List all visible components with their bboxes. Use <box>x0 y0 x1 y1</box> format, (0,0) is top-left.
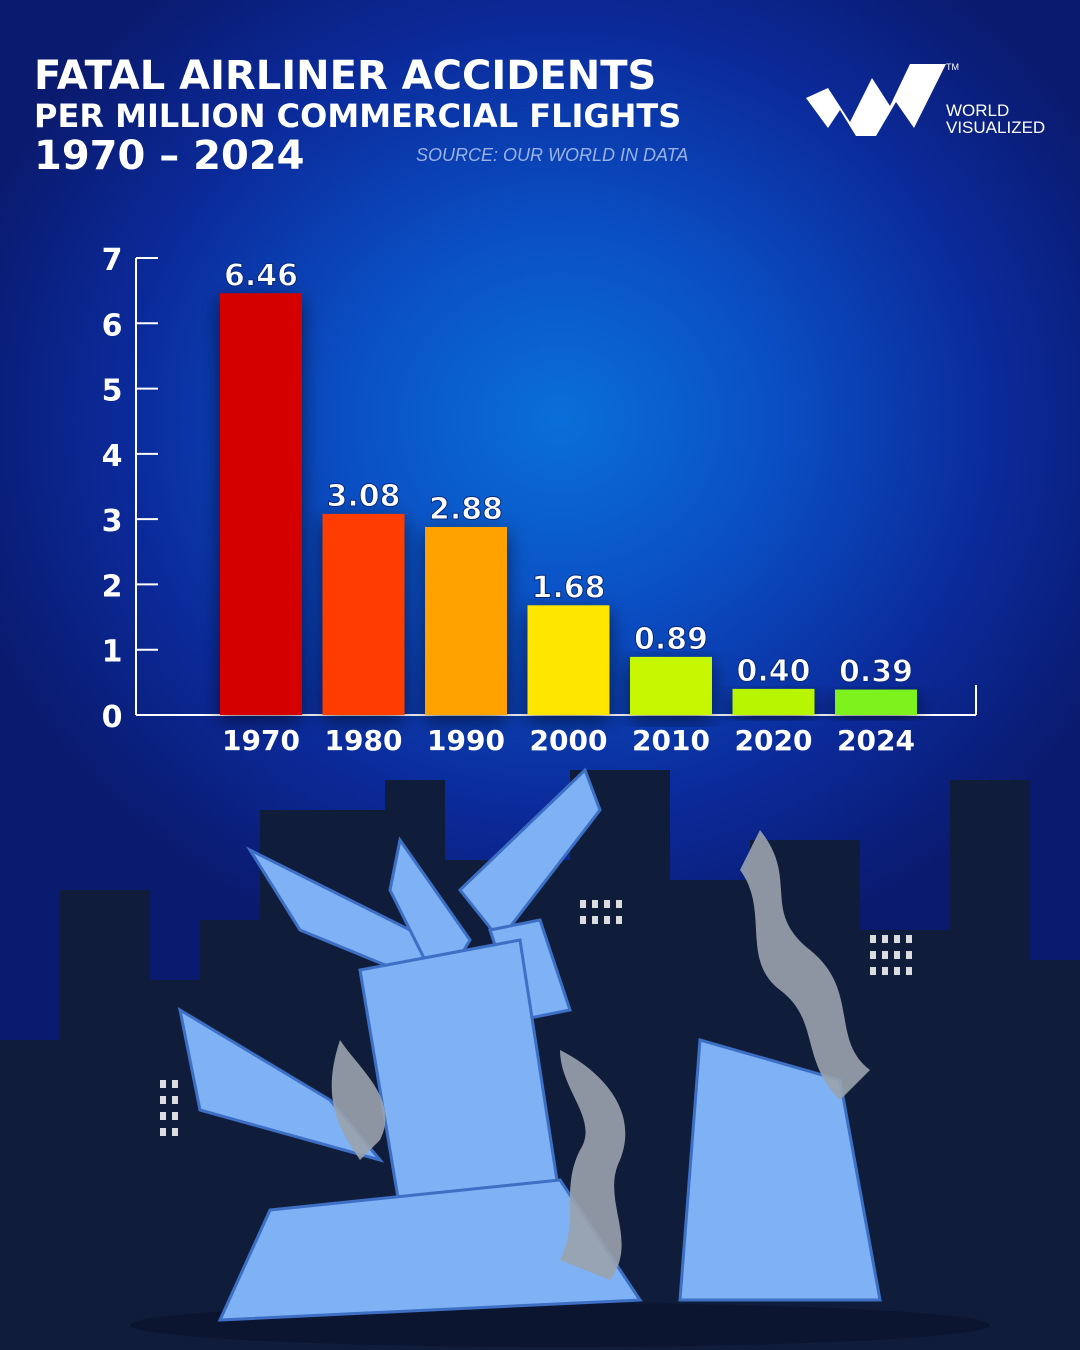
brand-name: WORLD VISUALIZED <box>946 102 1045 136</box>
value-label-1970: 6.46 <box>224 258 298 293</box>
source-note: SOURCE: OUR WORLD IN DATA <box>416 145 689 165</box>
y-tick-label: 2 <box>102 569 123 604</box>
title-line-3: 1970 – 2024 <box>34 133 305 179</box>
x-tick-label-1970: 1970 <box>222 724 300 757</box>
chart-title: FATAL AIRLINER ACCIDENTS PER MILLION COM… <box>34 56 681 176</box>
value-label-2010: 0.89 <box>634 622 708 657</box>
brand-name-line-2: VISUALIZED <box>946 118 1046 137</box>
title-line-1: FATAL AIRLINER ACCIDENTS <box>34 53 657 99</box>
trademark-mark: TM <box>946 62 959 72</box>
value-label-1980: 3.08 <box>326 479 400 514</box>
value-label-1990: 2.88 <box>429 492 503 527</box>
x-tick-label-2020: 2020 <box>735 724 813 757</box>
value-labels: 6.46 3.08 2.88 1.68 0.89 0.40 0.39 <box>223 258 913 690</box>
y-tick-label: 7 <box>102 243 123 278</box>
x-tick-label-1980: 1980 <box>325 724 403 757</box>
bar-2010 <box>630 656 712 715</box>
value-label-2000: 1.68 <box>531 570 605 605</box>
y-tick-label: 6 <box>102 308 123 343</box>
y-tick-label: 4 <box>102 439 123 474</box>
x-tick-label-1990: 1990 <box>427 724 505 757</box>
bar-2000 <box>527 605 610 715</box>
x-tick-label-2000: 2000 <box>530 724 608 757</box>
bars <box>220 293 917 715</box>
bar-1970 <box>220 293 302 715</box>
bar-1980 <box>322 513 405 715</box>
bar-chart: 0 1 2 3 4 5 6 7 6.46 3.08 2.88 1.68 0.89 0.40 0.39 19… <box>102 243 917 757</box>
x-axis-labels: 1970 1980 1990 2000 2010 2020 2024 <box>222 724 915 757</box>
value-label-2020: 0.40 <box>736 654 810 689</box>
bar-1990 <box>425 526 507 715</box>
y-tick-label: 1 <box>102 635 123 670</box>
bar-2020 <box>732 688 815 715</box>
brand-logo-icon <box>806 64 946 136</box>
bar-2024 <box>835 689 917 715</box>
y-tick-label: 0 <box>102 700 123 735</box>
crash-scene-illustration <box>0 767 1080 1350</box>
title-line-2: PER MILLION COMMERCIAL FLIGHTS <box>34 97 682 135</box>
x-tick-label-2010: 2010 <box>632 724 710 757</box>
brand-name-line-1: WORLD <box>946 101 1010 120</box>
y-tick-label: 3 <box>102 504 123 539</box>
x-tick-label-2024: 2024 <box>837 724 915 757</box>
y-tick-label: 5 <box>102 374 123 409</box>
value-label-2024: 0.39 <box>839 655 913 690</box>
